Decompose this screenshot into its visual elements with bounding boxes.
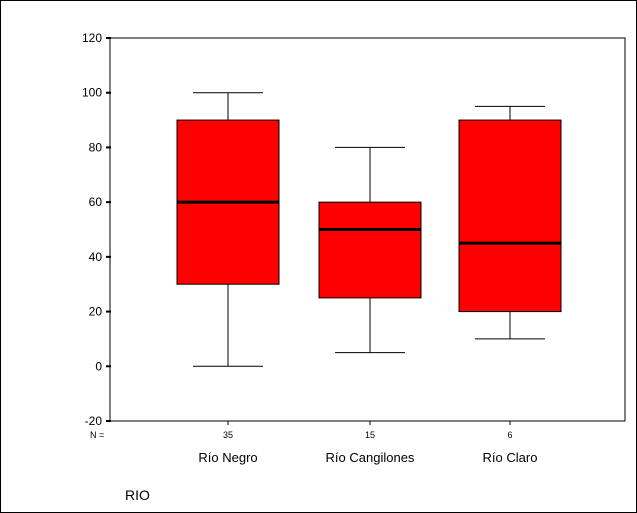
n-count: 15: [365, 430, 375, 440]
n-count: 6: [507, 430, 512, 440]
n-count: 35: [223, 430, 233, 440]
y-tick-label: 40: [89, 250, 103, 264]
x-axis-title: RIO: [125, 487, 150, 503]
box: [458, 119, 562, 313]
y-tick-label: 20: [89, 305, 103, 319]
y-tick-label: 80: [89, 140, 103, 154]
y-tick-label: 0: [95, 359, 102, 373]
y-tick-label: -20: [85, 414, 103, 428]
y-tick-label: 60: [89, 195, 103, 209]
y-tick-label: 100: [82, 86, 102, 100]
category-label: Río Negro: [198, 450, 257, 465]
box: [318, 201, 422, 299]
category-label: Río Claro: [483, 450, 538, 465]
plot-area: [109, 37, 626, 422]
category-label: Río Cangilones: [326, 450, 415, 465]
n-prefix-label: N =: [90, 430, 104, 440]
y-tick-label: 120: [82, 31, 102, 45]
